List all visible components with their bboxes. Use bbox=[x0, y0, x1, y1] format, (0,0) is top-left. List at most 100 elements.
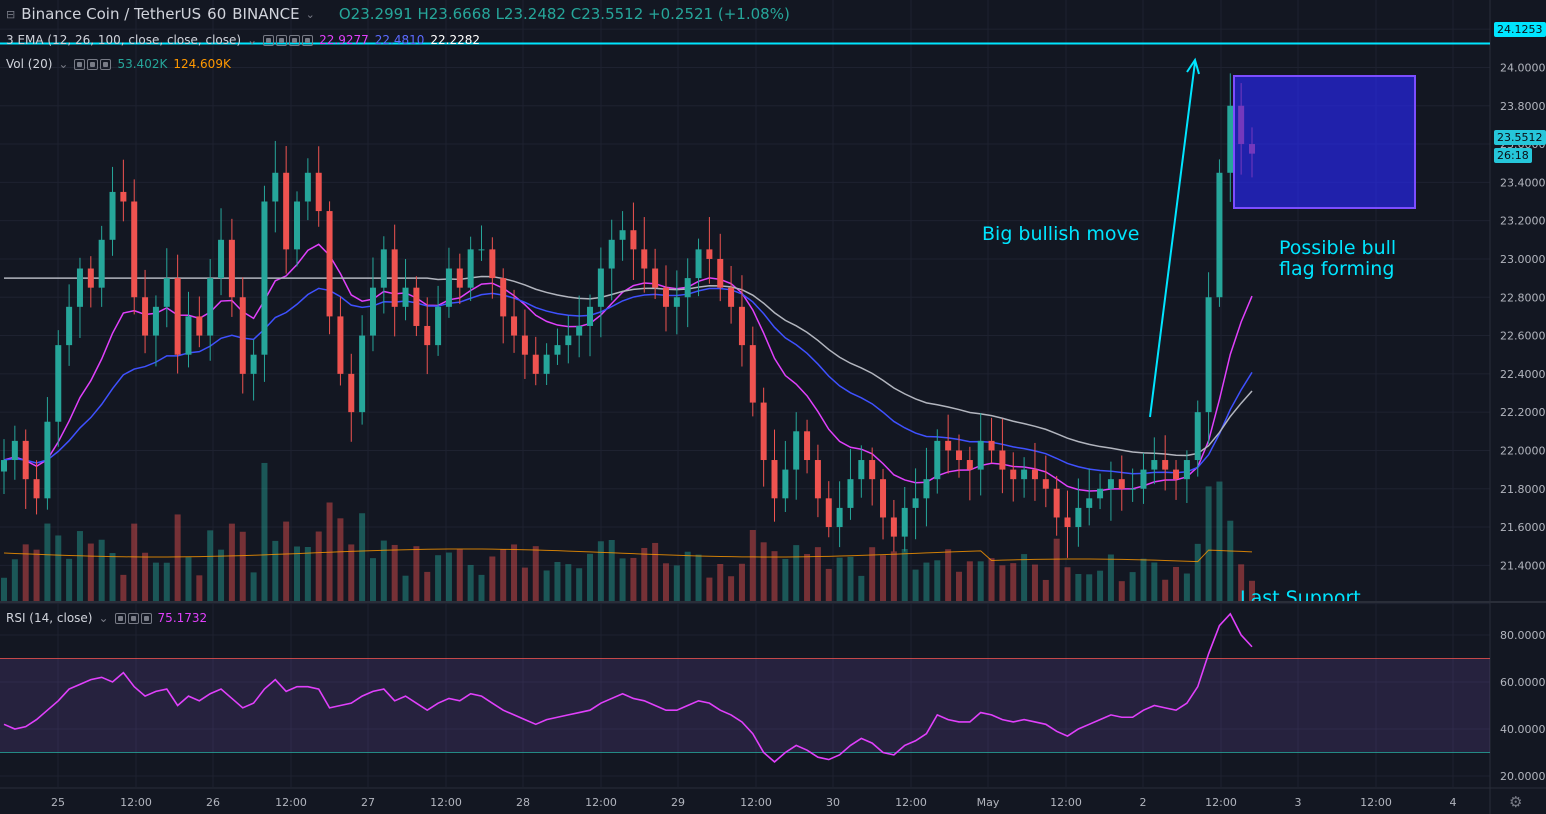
candle-body bbox=[912, 498, 919, 508]
annotation-bullish[interactable]: Big bullish move bbox=[982, 223, 1140, 245]
eye-icon[interactable] bbox=[74, 58, 86, 70]
volume-bar bbox=[1238, 564, 1245, 601]
candle-body bbox=[543, 354, 550, 374]
volume-bar bbox=[1162, 579, 1169, 601]
candle-body bbox=[207, 278, 214, 336]
gear-icon[interactable] bbox=[127, 612, 139, 624]
candle-body bbox=[402, 287, 409, 307]
volume-bar bbox=[619, 558, 626, 601]
rsi-tick-label: 60.0000 bbox=[1500, 676, 1546, 689]
candle-body bbox=[1151, 460, 1158, 470]
volume-bar bbox=[304, 546, 311, 601]
candle-body bbox=[152, 306, 159, 336]
candle-body bbox=[901, 507, 908, 537]
price-tick-label: 23.0000 bbox=[1500, 253, 1546, 266]
volume-bar bbox=[1064, 567, 1071, 601]
volume-bar bbox=[662, 563, 669, 601]
collapse-icon[interactable]: ⊟ bbox=[6, 7, 16, 21]
candle-body bbox=[1021, 469, 1028, 480]
volume-bar bbox=[174, 514, 181, 601]
last-price-badge: 23.5512 bbox=[1494, 130, 1546, 145]
chevron-down-icon[interactable]: ⌄ bbox=[247, 33, 258, 47]
ema-legend-buttons[interactable] bbox=[263, 34, 314, 46]
volume-bar bbox=[315, 531, 322, 601]
volume-bar bbox=[1086, 574, 1093, 601]
rsi-legend-buttons[interactable] bbox=[114, 612, 152, 624]
volume-bar bbox=[923, 562, 930, 601]
volume-label: Vol (20) bbox=[6, 57, 53, 71]
rsi-tick-label: 40.0000 bbox=[1500, 723, 1546, 736]
rsi-legend[interactable]: RSI (14, close) ⌄ 75.1732 bbox=[6, 611, 207, 625]
candle-body bbox=[33, 479, 40, 499]
countdown-badge: 26:18 bbox=[1494, 148, 1532, 163]
settings-gear-icon[interactable]: ⚙ bbox=[1509, 793, 1523, 811]
candle-body bbox=[1075, 507, 1082, 528]
volume-bar bbox=[1107, 554, 1114, 601]
volume-bar bbox=[1173, 566, 1180, 601]
ema-label: 3 EMA (12, 26, 100, close, close, close) bbox=[6, 33, 242, 47]
time-tick-label: 29 bbox=[671, 796, 685, 809]
chevron-down-icon[interactable]: ⌄ bbox=[58, 57, 69, 71]
time-tick-label: 12:00 bbox=[120, 796, 152, 809]
price-tick-label: 21.8000 bbox=[1500, 483, 1546, 496]
candle-body bbox=[467, 249, 474, 288]
candle-body bbox=[131, 201, 138, 298]
volume-bar bbox=[955, 571, 962, 601]
volume-bar bbox=[489, 556, 496, 601]
ema-legend[interactable]: 3 EMA (12, 26, 100, close, close, close)… bbox=[6, 33, 480, 47]
candle-body bbox=[196, 316, 203, 336]
candle-body bbox=[304, 172, 311, 202]
ohlc-values: O23.2991 H23.6668 L23.2482 C23.5512 +0.2… bbox=[339, 5, 790, 23]
chevron-down-icon[interactable]: ⌄ bbox=[98, 611, 109, 625]
candle-body bbox=[988, 440, 995, 451]
candle-body bbox=[413, 287, 420, 326]
candle-body bbox=[738, 306, 745, 346]
candle-body bbox=[511, 316, 518, 336]
annotation-support[interactable]: Last Support bbox=[1240, 588, 1361, 601]
candle-body bbox=[44, 421, 51, 499]
ema-fast-value: 22.9277 bbox=[319, 33, 369, 47]
candle-body bbox=[11, 440, 18, 461]
volume-bar bbox=[511, 544, 518, 601]
volume-bar bbox=[1031, 564, 1038, 601]
volume-ma-line bbox=[3, 548, 1253, 563]
close-icon[interactable] bbox=[140, 612, 152, 624]
candle-body bbox=[597, 268, 604, 307]
volume-bar bbox=[782, 558, 789, 601]
rsi-label: RSI (14, close) bbox=[6, 611, 93, 625]
candle-body bbox=[142, 297, 149, 336]
symbol-legend[interactable]: ⊟ Binance Coin / TetherUS 60 BINANCE ⌄ O… bbox=[6, 5, 790, 23]
volume-bar bbox=[500, 549, 507, 601]
eye-icon[interactable] bbox=[263, 34, 275, 46]
volume-bar bbox=[749, 529, 756, 601]
price-tick-label: 23.8000 bbox=[1500, 100, 1546, 113]
candle-body bbox=[934, 440, 941, 480]
chevron-down-icon[interactable]: ⌄ bbox=[305, 7, 315, 21]
high-line-badge: 24.1253 bbox=[1494, 22, 1546, 37]
rsi-tick-label: 20.0000 bbox=[1500, 770, 1546, 783]
candle-body bbox=[66, 306, 73, 346]
volume-bar bbox=[44, 523, 51, 601]
candle-body bbox=[1205, 297, 1212, 413]
eye-icon[interactable] bbox=[114, 612, 126, 624]
volume-bar bbox=[684, 551, 691, 601]
volume-bar bbox=[1097, 570, 1104, 601]
gear-icon[interactable] bbox=[87, 58, 99, 70]
close-icon[interactable] bbox=[302, 34, 314, 46]
volume-bar bbox=[858, 575, 865, 601]
volume-bar bbox=[359, 513, 366, 601]
volume-bar bbox=[1183, 573, 1190, 601]
candle-body bbox=[22, 440, 29, 480]
volume-legend[interactable]: Vol (20) ⌄ 53.402K 124.609K bbox=[6, 57, 231, 71]
close-value: C23.5512 bbox=[570, 5, 644, 23]
time-tick-label: 12:00 bbox=[895, 796, 927, 809]
gear-icon[interactable] bbox=[276, 34, 288, 46]
more-icon[interactable] bbox=[289, 34, 301, 46]
annotation-bull-flag[interactable]: Possible bull flag forming bbox=[1279, 238, 1396, 280]
price-tick-label: 24.0000 bbox=[1500, 61, 1546, 74]
volume-legend-buttons[interactable] bbox=[74, 58, 112, 70]
candle-body bbox=[1031, 469, 1038, 480]
exchange: BINANCE bbox=[232, 5, 300, 23]
close-icon[interactable] bbox=[100, 58, 112, 70]
